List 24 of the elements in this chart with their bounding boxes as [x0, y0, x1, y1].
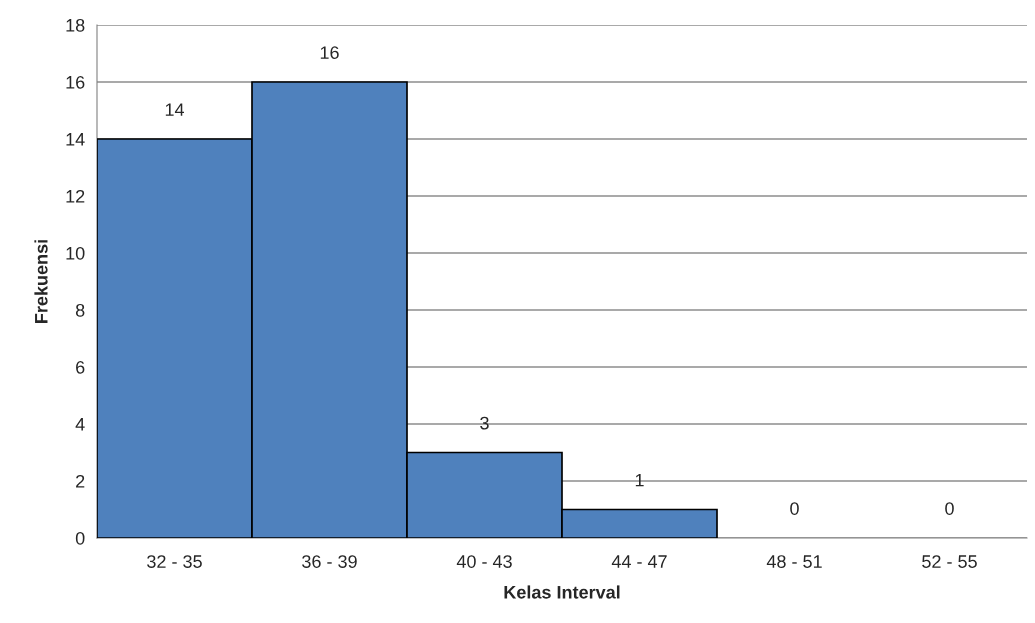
y-tick-label: 16 — [66, 75, 85, 89]
x-tick-label: 44 - 47 — [611, 555, 667, 568]
data-label: 0 — [945, 502, 954, 515]
x-tick-label: 40 - 43 — [456, 555, 512, 568]
y-tick-label: 10 — [66, 246, 85, 260]
y-tick-label: 4 — [75, 418, 85, 431]
data-label: 1 — [635, 473, 644, 487]
x-axis-title: Kelas Interval — [504, 585, 620, 599]
x-tick-label: 36 - 39 — [302, 555, 357, 568]
y-axis-title: Frekuensi — [34, 240, 48, 323]
y-tick-label: 2 — [76, 474, 85, 488]
x-tick-label: 48 - 51 — [766, 555, 822, 568]
y-tick-label: 8 — [75, 303, 85, 317]
y-tick-label: 12 — [66, 189, 85, 203]
data-label: 14 — [165, 103, 185, 116]
y-tick-label: 0 — [75, 531, 85, 545]
y-tick-label: 6 — [76, 360, 85, 374]
x-tick-label: 52 - 55 — [922, 555, 977, 568]
y-tick-label: 14 — [66, 133, 85, 146]
data-label: 0 — [790, 502, 799, 515]
y-tick-label: 18 — [66, 18, 85, 32]
x-tick-label: 32 - 35 — [147, 555, 202, 568]
data-label: 16 — [320, 46, 339, 59]
data-label: 3 — [480, 416, 489, 430]
